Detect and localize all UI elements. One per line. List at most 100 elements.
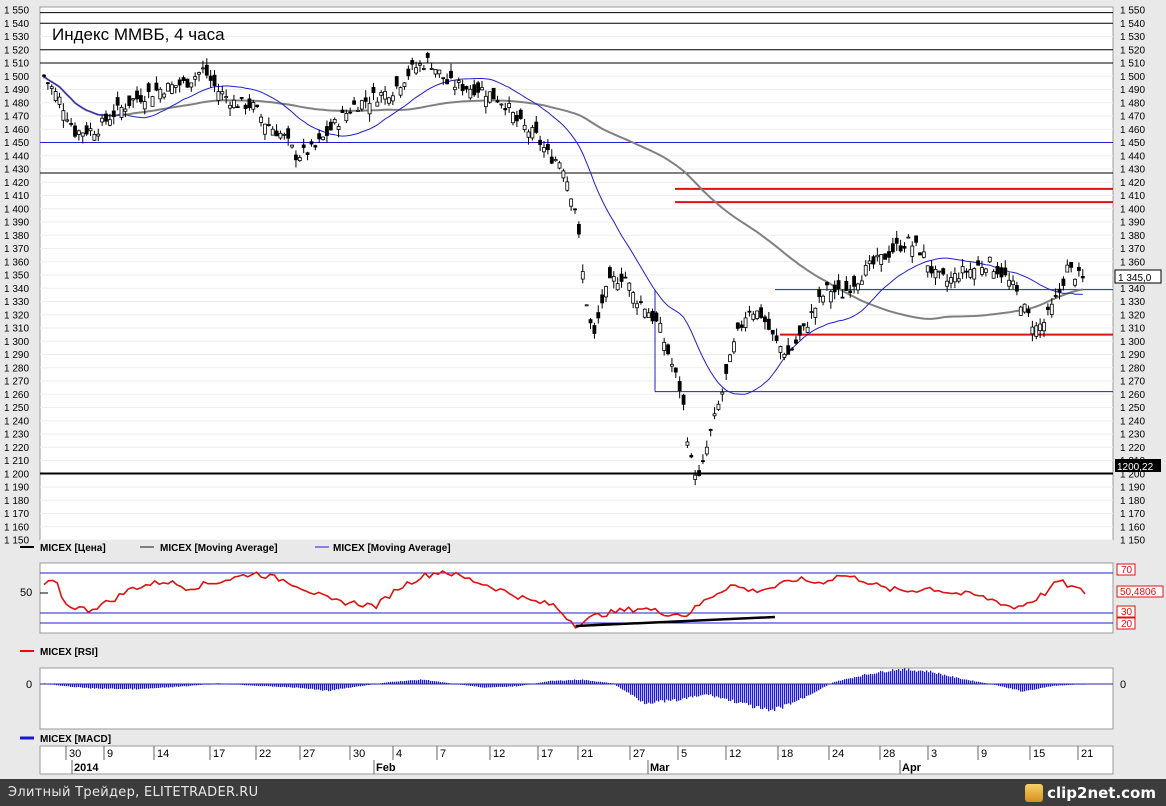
macd-bar: [1060, 684, 1062, 686]
candle-body: [1046, 306, 1050, 311]
macd-bar: [836, 681, 838, 684]
price-tick-right: 1 490: [1120, 85, 1145, 96]
candle-body: [759, 307, 763, 318]
date-day-label: 27: [633, 748, 645, 760]
candle-body: [499, 103, 504, 106]
candle-body: [301, 144, 306, 148]
brand-logo[interactable]: clip2net.com: [1025, 782, 1156, 803]
candle-body: [197, 72, 201, 75]
macd-bar: [266, 684, 268, 687]
macd-bar: [70, 684, 72, 687]
candle-body: [1073, 278, 1077, 286]
macd-bar: [186, 684, 188, 687]
macd-bar: [166, 684, 168, 688]
macd-bar: [1080, 684, 1082, 685]
candle-body: [716, 403, 721, 410]
current-price-badge: [1114, 269, 1162, 284]
candle-body: [677, 381, 682, 391]
macd-bar: [840, 680, 842, 684]
macd-bar: [664, 684, 666, 703]
macd-bar: [850, 678, 852, 684]
candle-body: [255, 104, 260, 108]
rsi-label-30-box: [1116, 605, 1136, 618]
date-day-label: 17: [541, 748, 553, 760]
macd-bar: [974, 681, 976, 684]
macd-bar: [332, 684, 334, 690]
candle-body: [317, 133, 322, 140]
macd-bar: [278, 684, 280, 688]
macd-bar: [888, 671, 890, 684]
rsi-label-20-box: [1116, 617, 1136, 630]
candle-body: [313, 145, 318, 148]
macd-bar: [796, 684, 798, 701]
price-tick-right: 1 540: [1120, 19, 1145, 30]
macd-bar: [1078, 684, 1080, 685]
candle-body: [863, 265, 868, 276]
macd-bar: [692, 684, 694, 698]
macd-bar: [760, 684, 762, 709]
macd-bar: [158, 684, 160, 688]
macd-bar: [498, 684, 500, 687]
macd-bar: [668, 684, 670, 701]
candle-body: [1080, 275, 1085, 279]
macd-bar: [734, 684, 736, 704]
macd-bar: [970, 680, 972, 684]
candle-body: [662, 341, 667, 351]
candle-body: [890, 243, 895, 253]
candle-body: [933, 269, 938, 279]
candle-body: [972, 268, 977, 280]
macd-bar: [746, 684, 748, 704]
macd-bar: [348, 684, 350, 688]
macd-bar: [684, 684, 686, 698]
price-tick-left: 1 390: [4, 218, 29, 229]
macd-bar: [1012, 684, 1014, 690]
candle-body: [720, 391, 725, 395]
macd-bar: [288, 684, 290, 688]
macd-bar: [758, 684, 760, 707]
macd-bar: [578, 680, 580, 684]
macd-bar: [400, 680, 402, 684]
macd-bar: [236, 684, 238, 685]
macd-bar: [138, 684, 140, 690]
candle-body: [251, 102, 256, 110]
macd-bar: [412, 680, 414, 684]
macd-bar: [610, 683, 612, 684]
macd-bar: [364, 684, 366, 686]
candle-body: [379, 92, 384, 96]
candle-body: [359, 100, 364, 110]
macd-bar: [1038, 684, 1040, 689]
candle-body: [902, 246, 907, 249]
macd-bar: [570, 680, 572, 684]
candle-body: [801, 323, 806, 327]
macd-bar: [560, 680, 562, 684]
macd-bar: [688, 684, 690, 698]
macd-bar: [854, 677, 856, 684]
macd-bar: [222, 683, 224, 685]
macd-bar: [956, 677, 958, 684]
macd-bar: [446, 682, 448, 684]
price-tick-right: 1 480: [1120, 98, 1145, 109]
macd-bar: [776, 684, 778, 707]
date-day-label: 21: [1081, 748, 1093, 760]
macd-bar: [136, 684, 138, 690]
price-tick-left: 1 470: [4, 112, 29, 123]
macd-bar: [184, 684, 186, 687]
macd-bar: [538, 682, 540, 684]
macd-bar: [1018, 684, 1020, 691]
macd-bar: [422, 679, 424, 684]
price-tick-right: 1 370: [1120, 244, 1145, 255]
candle-body: [991, 271, 996, 279]
macd-bar: [172, 684, 174, 688]
candle-body: [290, 144, 294, 148]
macd-bar: [354, 684, 356, 687]
macd-bar: [706, 684, 708, 695]
candle-body: [216, 91, 221, 101]
macd-bar: [762, 684, 764, 710]
macd-bar: [564, 680, 566, 684]
candle-body: [518, 109, 523, 119]
macd-bar: [292, 684, 294, 688]
price-axis-left: 1 150 1 160 1 170 1 180 1 190 1 200 1 210 1 220…: [4, 6, 29, 547]
macd-bar: [126, 684, 128, 689]
macd-bar: [722, 684, 724, 699]
macd-bar: [82, 684, 84, 688]
